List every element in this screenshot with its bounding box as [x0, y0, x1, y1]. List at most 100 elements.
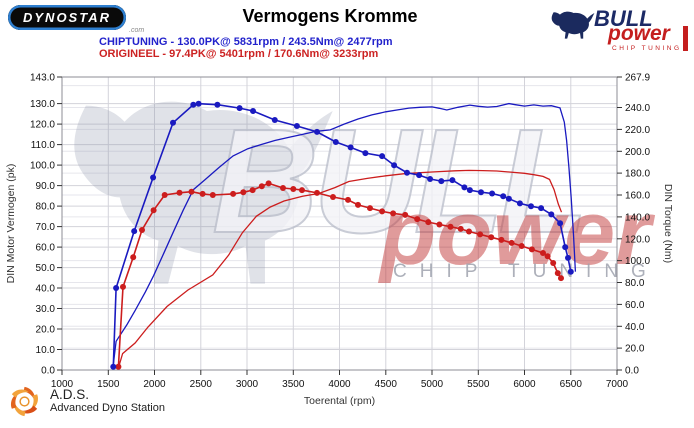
- left-tick-label: 20.0: [36, 325, 56, 336]
- data-point-origineel-torque: [199, 190, 206, 197]
- data-point-origineel-torque: [528, 246, 535, 253]
- data-point-chiptuning-torque: [110, 363, 117, 370]
- ads-full: Advanced Dyno Station: [50, 402, 165, 414]
- data-point-origineel-torque: [258, 183, 265, 190]
- right-tick-label: 20.0: [625, 344, 645, 355]
- data-point-chiptuning-torque: [438, 178, 445, 185]
- data-point-chiptuning-torque: [214, 101, 221, 108]
- x-tick-label: 1500: [97, 379, 120, 390]
- data-point-chiptuning-torque: [131, 228, 138, 235]
- data-point-origineel-torque: [477, 231, 484, 238]
- left-tick-label: 50.0: [36, 263, 56, 274]
- data-point-chiptuning-torque: [516, 200, 523, 207]
- right-tick-label: 267.9: [625, 73, 650, 84]
- data-point-chiptuning-torque: [404, 169, 410, 176]
- data-point-chiptuning-torque: [332, 139, 339, 145]
- data-point-chiptuning-torque: [379, 153, 386, 160]
- left-tick-label: 80.0: [36, 202, 56, 213]
- data-point-chiptuning-torque: [150, 174, 157, 181]
- data-point-chiptuning-torque: [500, 193, 507, 200]
- data-point-origineel-torque: [540, 250, 546, 256]
- data-point-origineel-torque: [355, 201, 361, 208]
- right-tick-label: 140.0: [625, 212, 650, 223]
- ads-branding: A.D.S. Advanced Dyno Station: [7, 384, 165, 419]
- left-tick-label: 0.0: [41, 366, 55, 377]
- data-point-chiptuning-torque: [461, 184, 468, 191]
- right-tick-label: 80.0: [625, 278, 645, 289]
- data-point-chiptuning-torque: [538, 205, 545, 212]
- right-tick-label: 0.0: [625, 366, 639, 377]
- data-point-origineel-torque: [240, 189, 247, 196]
- data-point-chiptuning-torque: [548, 211, 555, 218]
- x-tick-label: 7000: [606, 379, 629, 390]
- x-tick-label: 5000: [421, 379, 444, 390]
- right-tick-label: 100.0: [625, 256, 650, 267]
- legend-chiptuning: CHIPTUNING - 130.0PK@ 5831rpm / 243.5Nm@…: [99, 36, 393, 48]
- data-point-origineel-torque: [488, 234, 495, 241]
- right-tick-label: 180.0: [625, 169, 650, 180]
- data-point-origineel-torque: [249, 187, 256, 194]
- left-tick-label: 10.0: [36, 345, 56, 356]
- data-point-chiptuning-torque: [489, 190, 496, 197]
- dynostar-logo-suffix: .com: [129, 27, 145, 34]
- right-tick-label: 240.0: [625, 103, 650, 114]
- right-tick-label: 40.0: [625, 322, 645, 333]
- left-tick-label: 40.0: [36, 284, 56, 295]
- data-point-origineel-torque: [161, 192, 168, 198]
- data-point-origineel-torque: [280, 185, 286, 191]
- data-point-origineel-torque: [498, 236, 505, 243]
- data-point-origineel-torque: [209, 192, 216, 198]
- data-point-chiptuning-torque: [449, 177, 456, 184]
- data-point-origineel-torque: [425, 219, 432, 226]
- left-tick-label: 130.0: [30, 99, 55, 110]
- x-axis-title: Toerental (rpm): [304, 395, 375, 407]
- data-point-chiptuning-torque: [528, 203, 534, 210]
- x-tick-label: 2500: [190, 379, 213, 390]
- x-tick-label: 1000: [51, 379, 74, 390]
- data-point-chiptuning-torque: [391, 162, 398, 169]
- left-tick-label: 70.0: [36, 222, 56, 233]
- data-point-origineel-torque: [188, 188, 195, 195]
- right-tick-label: 120.0: [625, 234, 650, 245]
- data-point-origineel-torque: [466, 228, 472, 235]
- data-point-chiptuning-torque: [557, 220, 564, 227]
- data-point-origineel-torque: [544, 253, 551, 260]
- data-point-chiptuning-torque: [250, 108, 256, 114]
- watermark-power-text: power: [377, 182, 655, 284]
- data-point-chiptuning-torque: [466, 187, 473, 194]
- data-point-origineel-torque: [518, 243, 525, 249]
- data-point-origineel-torque: [508, 239, 515, 246]
- data-point-origineel-torque: [457, 225, 464, 232]
- x-tick-label: 5500: [467, 379, 490, 390]
- x-tick-label: 3500: [282, 379, 305, 390]
- legend-origineel: ORIGINEEL - 97.4PK@ 5401rpm / 170.6Nm@ 3…: [99, 47, 379, 60]
- data-point-chiptuning-torque: [478, 189, 484, 196]
- data-point-chiptuning-torque: [567, 268, 574, 275]
- x-tick-label: 4500: [375, 379, 398, 390]
- right-tick-label: 60.0: [625, 300, 645, 311]
- bullpower-logo-chip-text: CHIP TUNING: [612, 45, 682, 52]
- data-point-origineel-torque: [558, 275, 564, 282]
- ads-swirl-icon: [11, 386, 38, 417]
- data-point-origineel-torque: [379, 208, 386, 215]
- left-tick-label: 90.0: [36, 181, 56, 192]
- data-point-chiptuning-torque: [505, 195, 512, 202]
- bullpower-logo-bull-text: BULL: [594, 6, 653, 31]
- left-tick-label: 60.0: [36, 243, 56, 254]
- data-point-origineel-torque: [120, 283, 126, 290]
- series-origineel-power: [117, 169, 563, 369]
- data-point-chiptuning-torque: [416, 172, 423, 179]
- bullpower-logo-red-bar: [683, 26, 688, 51]
- left-axis-title: DIN Motor Vermogen (pk): [5, 164, 17, 284]
- data-point-origineel-torque: [390, 210, 397, 217]
- bullpower-logo: BULL power CHIP TUNING: [548, 2, 690, 54]
- watermark-chip-text: CHIP TUNING: [393, 261, 659, 282]
- data-point-origineel-torque: [447, 223, 454, 230]
- data-point-chiptuning-torque: [565, 254, 571, 261]
- data-point-origineel-torque: [130, 254, 137, 261]
- watermark-bull-text: BULL: [212, 99, 583, 264]
- left-tick-label: 30.0: [36, 304, 56, 315]
- data-point-origineel-torque: [265, 180, 272, 187]
- x-tick-label: 6000: [513, 379, 536, 390]
